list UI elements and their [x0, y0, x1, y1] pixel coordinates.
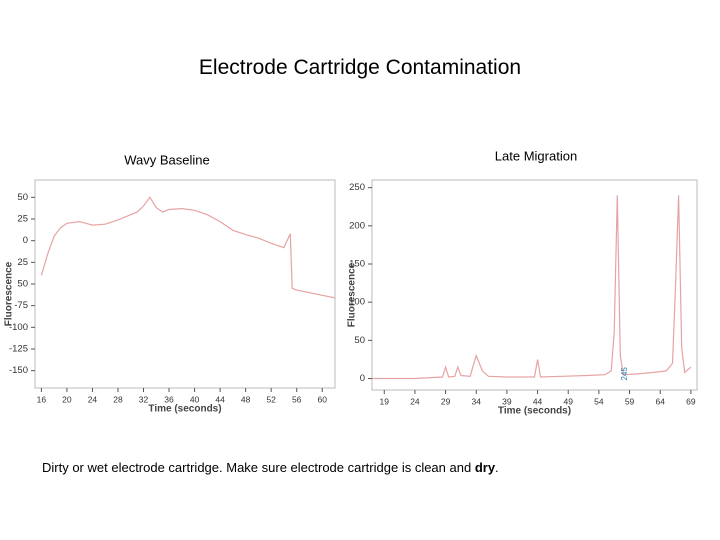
- slide-title: Electrode Cartridge Contamination: [198, 56, 522, 79]
- x-tick-label: 54: [594, 396, 604, 406]
- caption-end: .: [495, 460, 499, 475]
- plot-frame: [34, 179, 336, 389]
- plot-frame: [371, 179, 698, 391]
- x-tick-label: 59: [625, 396, 635, 406]
- y-tick-label: 25: [17, 257, 28, 268]
- y-tick-label: 25: [17, 214, 28, 225]
- x-tick-label: 36: [164, 394, 174, 404]
- chart-title: Late Migration: [495, 148, 577, 163]
- y-tick-label: 50: [354, 335, 365, 346]
- y-tick-label: -75: [14, 300, 28, 311]
- data-line: [40, 196, 336, 299]
- x-tick-label: 34: [472, 396, 482, 406]
- caption-text: Dirty or wet electrode cartridge. Make s…: [42, 460, 475, 475]
- y-tick-label: 50: [17, 192, 28, 203]
- x-tick-label: 48: [241, 394, 251, 404]
- y-tick-label: 150: [349, 259, 365, 270]
- x-tick-label: 49: [563, 396, 573, 406]
- x-tick-label: 56: [292, 394, 302, 404]
- x-tick-label: 60: [317, 394, 327, 404]
- y-tick-label: 100: [349, 297, 365, 308]
- x-tick-label: 28: [113, 394, 123, 404]
- x-tick-label: 19: [380, 396, 390, 406]
- y-tick-label: 0: [360, 373, 365, 384]
- y-tick-label: -125: [9, 344, 28, 355]
- x-tick-label: 39: [502, 396, 512, 406]
- x-tick-label: 52: [266, 394, 276, 404]
- y-tick-label: -150: [9, 365, 28, 376]
- y-tick-label: 50: [17, 279, 28, 290]
- annotation: 245: [620, 367, 629, 381]
- x-tick-label: 44: [533, 396, 543, 406]
- y-axis-label: Fluorescence: [347, 262, 358, 327]
- caption-emphasis: dry: [474, 460, 496, 475]
- x-axis-label: Time (seconds): [498, 406, 571, 417]
- x-tick-label: 64: [655, 396, 665, 406]
- x-tick-label: 24: [410, 396, 420, 406]
- x-tick-label: 16: [37, 394, 47, 404]
- y-tick-label: -100: [9, 322, 28, 333]
- chart-title: Wavy Baseline: [124, 152, 210, 167]
- x-tick-label: 69: [686, 396, 696, 406]
- caption: Dirty or wet electrode cartridge. Make s…: [42, 460, 499, 475]
- x-tick-label: 32: [139, 394, 149, 404]
- y-tick-label: 0: [23, 235, 28, 246]
- y-axis-label: Fluorescence: [4, 261, 15, 326]
- x-tick-label: 24: [88, 394, 98, 404]
- x-tick-label: 40: [190, 394, 200, 404]
- x-tick-label: 29: [441, 396, 451, 406]
- x-axis-label: Time (seconds): [148, 404, 221, 415]
- y-tick-label: 200: [349, 220, 365, 231]
- y-tick-label: 250: [349, 182, 365, 193]
- x-tick-label: 20: [62, 394, 72, 404]
- data-line: [372, 195, 692, 380]
- x-tick-label: 44: [215, 394, 225, 404]
